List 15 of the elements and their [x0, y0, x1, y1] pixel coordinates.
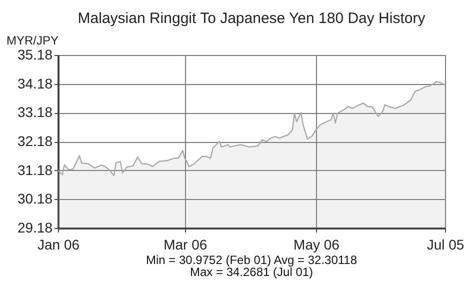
text: Max = 34.2681 (Jul 01): [190, 265, 314, 279]
x-tick-label: May 06: [294, 236, 340, 252]
x-tick-label: Jul 05: [426, 236, 464, 252]
y-tick-label: 31.18: [17, 162, 53, 178]
y-tick-label: 34.18: [17, 75, 53, 92]
x-tick-label: Jan 06: [37, 236, 80, 252]
chart-title: Malaysian Ringgit To Japanese Yen 180 Day History: [78, 10, 426, 27]
y-tick-label: 30.18: [17, 190, 53, 207]
y-tick-label: 35.18: [17, 46, 53, 62]
y-tick-label: 32.18: [17, 133, 53, 149]
y-tick-label: 29.18: [17, 220, 53, 236]
y-axis-title: MYR/JPY: [6, 34, 59, 48]
x-tick-label: Mar 06: [164, 236, 208, 252]
y-tick-label: 33.18: [17, 104, 53, 120]
text: Min = 30.9752 (Feb 01) Avg = 32.30118: [146, 253, 358, 267]
